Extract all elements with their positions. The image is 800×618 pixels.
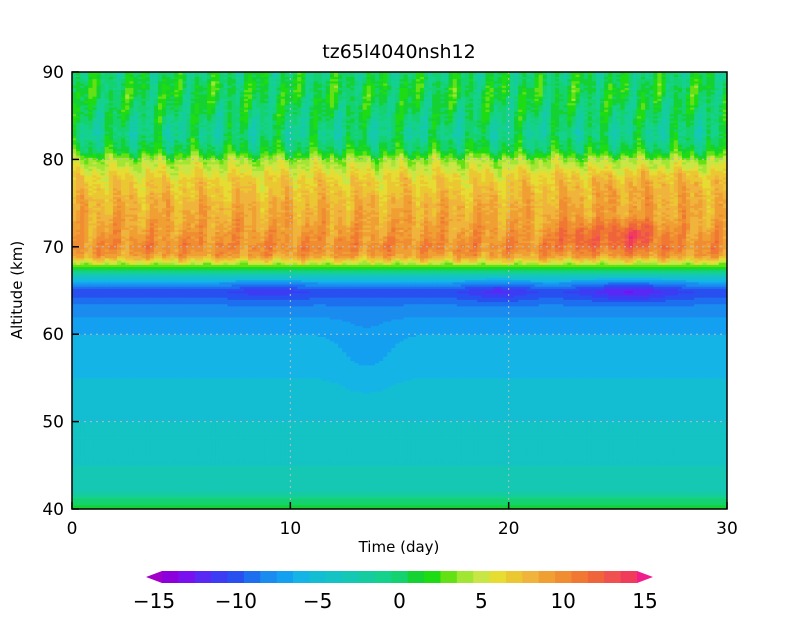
chart-title: tz65l4040nsh12 bbox=[322, 41, 475, 63]
heatmap-field bbox=[72, 72, 728, 510]
